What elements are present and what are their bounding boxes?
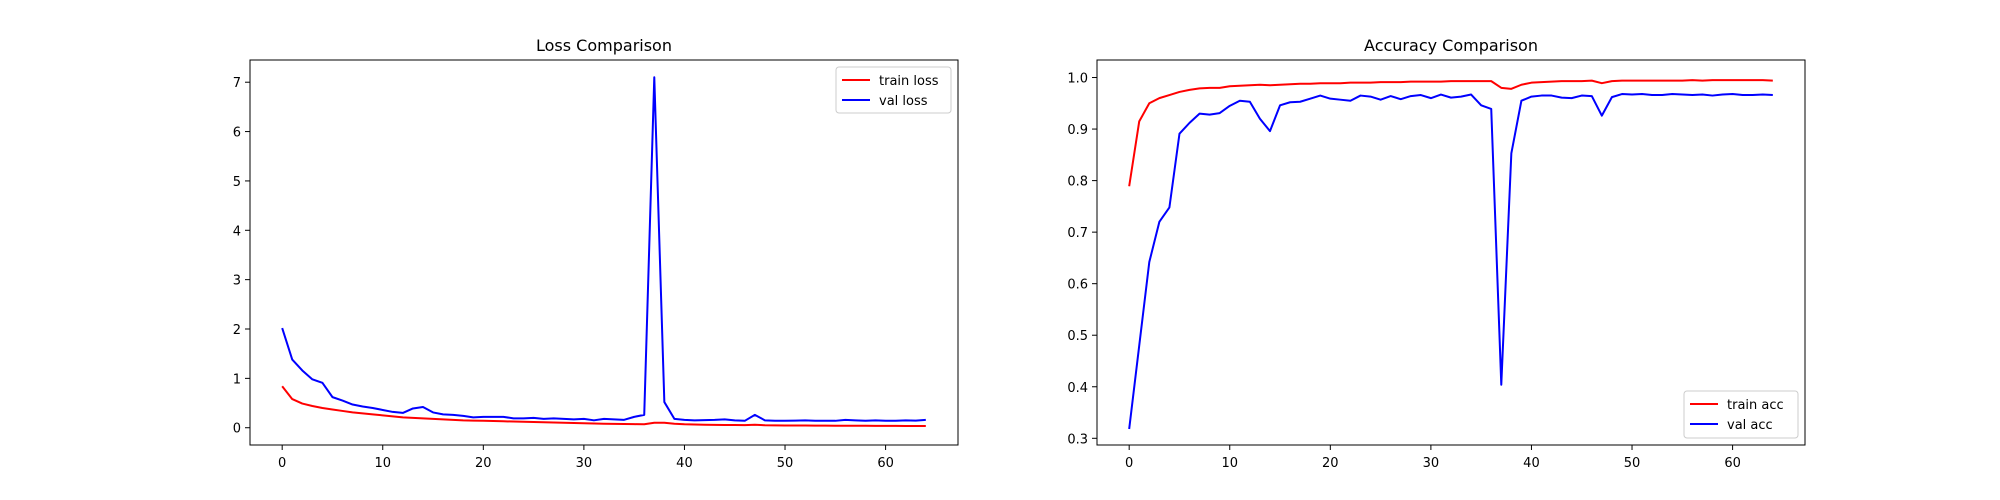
chart-title: Accuracy Comparison (1364, 36, 1538, 55)
chart-panel-1: 0 10 20 30 40 50 60 0.3 0.4 0.5 0.6 0.7 0.8 0.9 1.0 Acc… (1067, 36, 1806, 471)
y-tick-label: 3 (233, 274, 241, 289)
legend: train acc val acc (1683, 390, 1799, 439)
series-line-train-acc (1128, 79, 1773, 187)
x-tick-label: 20 (475, 456, 492, 471)
y-tick-label: 7 (233, 76, 241, 91)
y-tick-label: 0.5 (1067, 329, 1088, 344)
legend-box (1683, 390, 1799, 439)
series-line-val-loss (281, 76, 926, 422)
y-tick-label: 0.7 (1067, 226, 1088, 241)
y-tick-label: 0.9 (1067, 123, 1088, 138)
legend-label: val acc (1727, 418, 1773, 433)
axes-frame (1096, 59, 1806, 446)
y-tick-label: 5 (233, 175, 241, 190)
x-tick-label: 0 (278, 456, 286, 471)
x-tick-label: 0 (1125, 456, 1133, 471)
y-tick-label: 6 (233, 126, 241, 141)
y-tick-label: 1 (233, 372, 241, 387)
x-tick-label: 40 (1523, 456, 1540, 471)
x-tick-label: 60 (1724, 456, 1741, 471)
x-tick-label: 50 (1624, 456, 1641, 471)
x-tick-label: 20 (1322, 456, 1339, 471)
y-tick-label: 0.8 (1067, 175, 1088, 190)
axes-frame (249, 59, 959, 446)
y-tick-label: 2 (233, 323, 241, 338)
x-tick-label: 30 (1423, 456, 1440, 471)
x-tick-label: 60 (877, 456, 894, 471)
series-line-train-loss (281, 385, 926, 427)
y-tick-label: 4 (233, 224, 241, 239)
chart-title: Loss Comparison (536, 36, 672, 55)
x-tick-label: 30 (576, 456, 593, 471)
y-tick-label: 0 (233, 422, 241, 437)
legend-label: train loss (879, 74, 939, 89)
x-tick-label: 40 (676, 456, 693, 471)
y-tick-label: 0.4 (1067, 381, 1088, 396)
legend-label: val loss (879, 94, 928, 109)
y-tick-label: 0.3 (1067, 432, 1088, 447)
legend-box (835, 66, 952, 114)
legend-label: train acc (1727, 398, 1784, 413)
x-tick-label: 50 (777, 456, 794, 471)
y-tick-label: 1.0 (1067, 72, 1088, 87)
legend: train loss val loss (835, 66, 952, 114)
x-tick-label: 10 (374, 456, 391, 471)
y-tick-label: 0.6 (1067, 278, 1088, 293)
series-line-val-acc (1128, 93, 1773, 430)
x-tick-label: 10 (1221, 456, 1238, 471)
chart-panel-0: 0 10 20 30 40 50 60 0 1 2 3 4 5 6 7 Loss Comparison trai… (233, 36, 959, 471)
